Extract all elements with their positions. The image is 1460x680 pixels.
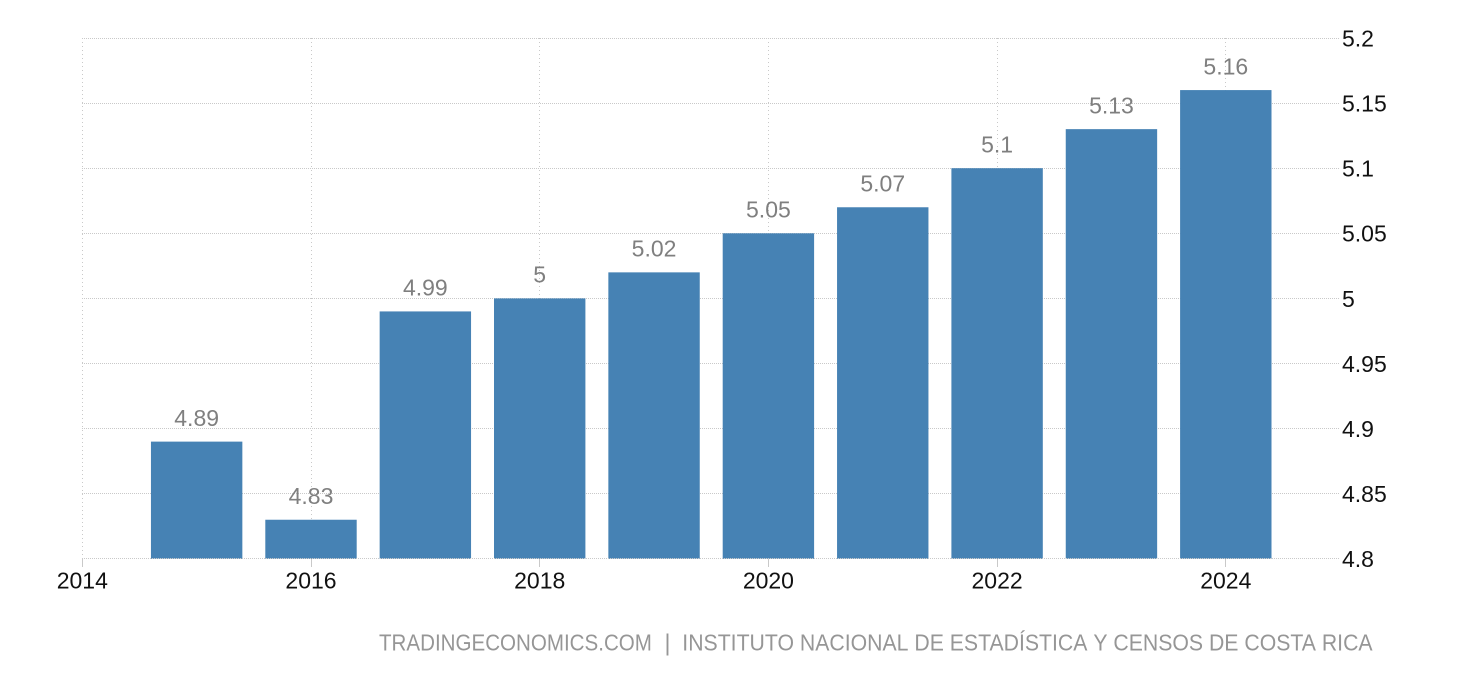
- svg-text:4.89: 4.89: [174, 405, 219, 431]
- svg-text:5: 5: [533, 262, 546, 288]
- svg-text:5: 5: [1342, 286, 1355, 312]
- svg-text:TRADINGECONOMICS.COM: TRADINGECONOMICS.COM: [379, 629, 652, 655]
- svg-text:5.05: 5.05: [746, 197, 791, 223]
- svg-text:2014: 2014: [57, 568, 108, 594]
- svg-text:5.02: 5.02: [632, 236, 677, 262]
- svg-text:INSTITUTO NACIONAL DE ESTADÍST: INSTITUTO NACIONAL DE ESTADÍSTICA Y CENS…: [682, 629, 1373, 655]
- svg-text:2020: 2020: [743, 568, 794, 594]
- svg-text:2022: 2022: [972, 568, 1023, 594]
- svg-text:4.8: 4.8: [1342, 546, 1374, 572]
- svg-text:4.99: 4.99: [403, 275, 448, 301]
- svg-text:|: |: [665, 629, 671, 655]
- svg-text:5.07: 5.07: [860, 171, 905, 197]
- svg-text:5.13: 5.13: [1089, 92, 1134, 118]
- svg-text:5.2: 5.2: [1342, 25, 1374, 51]
- svg-text:2024: 2024: [1200, 568, 1251, 594]
- svg-text:4.9: 4.9: [1342, 416, 1374, 442]
- svg-text:4.95: 4.95: [1342, 351, 1387, 377]
- svg-text:5.1: 5.1: [981, 132, 1013, 158]
- svg-text:4.85: 4.85: [1342, 481, 1387, 507]
- svg-text:5.1: 5.1: [1342, 156, 1374, 182]
- svg-text:4.83: 4.83: [289, 483, 334, 509]
- svg-text:5.16: 5.16: [1203, 53, 1248, 79]
- svg-text:5.15: 5.15: [1342, 91, 1387, 117]
- svg-text:2018: 2018: [514, 568, 565, 594]
- svg-text:2016: 2016: [285, 568, 336, 594]
- svg-text:5.05: 5.05: [1342, 221, 1387, 247]
